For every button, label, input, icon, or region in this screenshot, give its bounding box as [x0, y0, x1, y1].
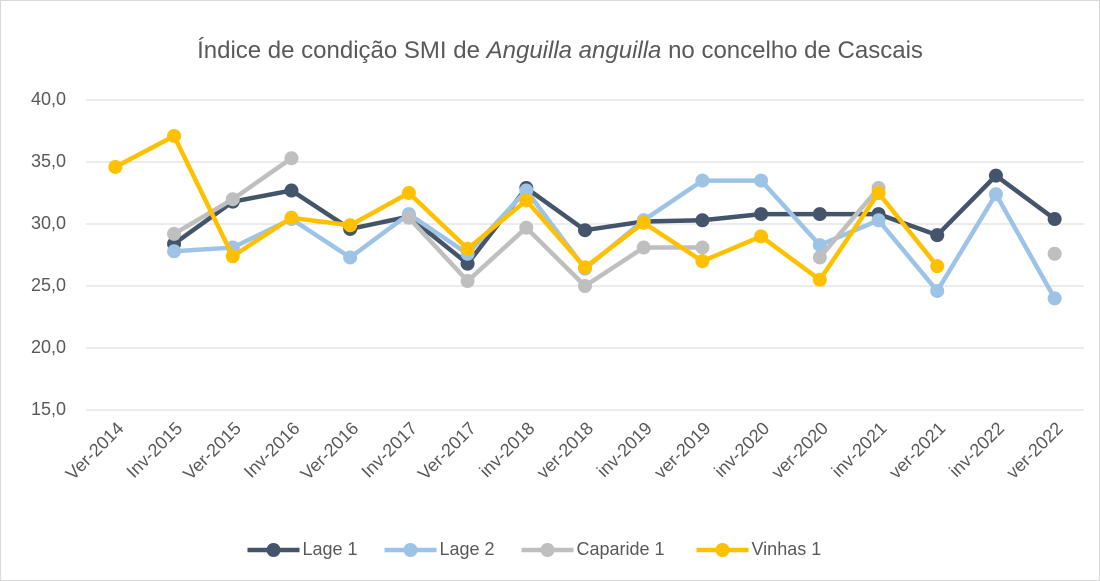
series-line: [172, 173, 1056, 266]
data-point: [167, 226, 182, 241]
data-point: [108, 159, 123, 174]
data-point: [401, 186, 416, 200]
title-part-italic: Anguilla anguilla: [485, 37, 662, 64]
data-point: [401, 210, 416, 225]
data-point: [460, 256, 475, 271]
data-point: [812, 272, 827, 287]
y-tick-label: 25,0: [31, 275, 66, 295]
y-tick-label: 20,0: [31, 337, 66, 357]
data-point: [284, 210, 299, 225]
data-point: [519, 183, 534, 198]
legend-item: Caparide 1: [521, 539, 665, 559]
data-point: [695, 173, 710, 188]
title-part: no concelho de Cascais: [668, 37, 923, 64]
data-point: [519, 193, 534, 208]
data-point: [1047, 246, 1062, 261]
legend-marker: [266, 543, 281, 557]
data-point: [460, 241, 475, 256]
y-tick-label: 35,0: [31, 151, 66, 171]
data-point: [343, 250, 358, 265]
data-point: [695, 240, 710, 255]
data-point: [460, 274, 475, 289]
chart-title: Índice de condição SMI de Anguilla angui…: [197, 37, 923, 64]
data-point: [519, 220, 534, 235]
data-point: [225, 249, 240, 264]
data-point: [1047, 212, 1062, 227]
data-point: [930, 283, 945, 298]
data-point: [695, 213, 710, 228]
data-point: [695, 254, 710, 269]
y-tick-label: 30,0: [31, 213, 66, 233]
data-point: [636, 215, 651, 230]
data-point: [343, 218, 358, 233]
legend-item: Vinhas 1: [696, 539, 822, 559]
data-point: [754, 229, 769, 244]
data-point: [930, 228, 945, 243]
data-point: [1047, 291, 1062, 306]
data-point: [578, 223, 592, 238]
data-point: [988, 168, 1003, 183]
data-point: [636, 240, 651, 255]
data-point: [284, 183, 299, 198]
data-point: [812, 207, 827, 222]
data-point: [871, 186, 886, 200]
data-point: [754, 173, 769, 188]
data-point: [167, 244, 182, 259]
legend-label: Lage 1: [303, 539, 358, 559]
legend-item: Lage 2: [384, 539, 495, 559]
data-point: [812, 250, 827, 265]
y-tick-label: 15,0: [31, 399, 66, 419]
legend-label: Lage 2: [440, 539, 495, 559]
legend-item: Lage 1: [247, 539, 358, 559]
legend-marker: [715, 543, 730, 557]
data-point: [988, 187, 1003, 202]
data-point: [578, 260, 592, 275]
legend-marker: [540, 543, 555, 557]
data-point: [930, 259, 945, 274]
data-point: [225, 192, 240, 207]
legend-label: Caparide 1: [577, 539, 665, 559]
data-point: [578, 279, 592, 293]
title-part: Índice de condição SMI de: [197, 37, 480, 64]
data-point: [871, 213, 886, 228]
data-point: [284, 151, 299, 166]
y-tick-label: 40,0: [31, 89, 66, 109]
data-point: [167, 128, 182, 143]
data-point: [754, 207, 769, 222]
data-point: [812, 238, 827, 253]
legend-label: Vinhas 1: [752, 539, 822, 559]
legend-marker: [403, 543, 418, 557]
